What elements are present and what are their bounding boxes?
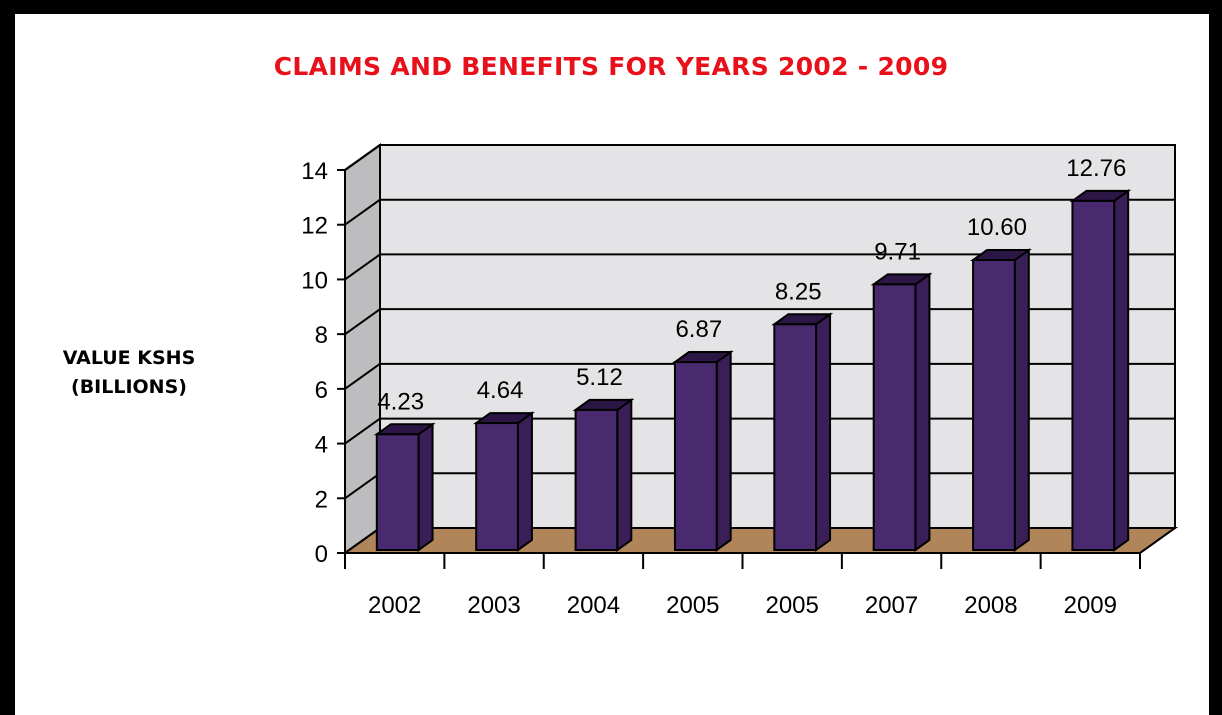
bar-side (1113, 188, 1130, 552)
axes: 0 2 4 6 8 10 12 14 (301, 158, 1141, 569)
bar (572, 397, 635, 552)
bar-side (516, 411, 533, 552)
y-axis-title-line-2: (BILLIONS) (71, 376, 187, 398)
bar-front (574, 408, 619, 551)
floor (341, 527, 1179, 554)
bar-side (616, 397, 633, 552)
bar-front (375, 433, 420, 552)
data-label: 12.76 (1066, 155, 1126, 182)
x-tick-label: 2003 (467, 592, 520, 619)
x-tick-label: 2007 (865, 592, 918, 619)
gridline-side (344, 198, 381, 226)
y-tick-label: 14 (301, 158, 328, 185)
data-label: 6.87 (675, 316, 722, 343)
y-tick-label: 12 (301, 213, 328, 240)
x-tick-label: 2002 (368, 592, 421, 619)
data-label: 4.23 (377, 388, 424, 415)
labels: 4.23 2002 4.64 2003 5.12 2004 6.87 2005 8.25 2005… (368, 155, 1126, 619)
gridline-side (344, 417, 381, 445)
bar (969, 248, 1032, 552)
bar (671, 350, 734, 552)
x-tick-label: 2004 (567, 592, 620, 619)
bar (373, 422, 436, 552)
bar-side (1013, 248, 1030, 552)
bar-side (914, 272, 931, 552)
bar-side (815, 312, 832, 552)
bar-front (673, 361, 718, 551)
data-label: 9.71 (874, 238, 921, 265)
gridline-side (344, 308, 381, 335)
data-label: 8.25 (775, 278, 822, 305)
gridline-side (344, 472, 381, 500)
bar (870, 272, 933, 552)
data-label: 5.12 (576, 364, 623, 391)
x-tick-label: 2008 (964, 592, 1017, 619)
bar-side (417, 422, 434, 552)
bar-front (1071, 199, 1116, 551)
y-tick-label: 2 (315, 486, 328, 513)
y-tick-label: 8 (315, 322, 328, 349)
data-label: 4.64 (477, 377, 524, 404)
y-axis-title: VALUE KSHS (BILLIONS) (40, 344, 218, 402)
y-axis-title-line-1: VALUE KSHS (62, 347, 196, 369)
y-tick-label: 6 (315, 377, 328, 404)
bar-front (972, 259, 1016, 551)
gridline-side (344, 363, 381, 390)
bar-front (773, 323, 818, 551)
bar (771, 312, 834, 552)
chart-walls (341, 143, 1179, 555)
chart-title: CLAIMS AND BENEFITS FOR YEARS 2002 - 200… (273, 52, 949, 81)
y-tick-label: 4 (315, 432, 328, 459)
gridline-side (344, 144, 381, 171)
y-tick-label: 10 (301, 267, 328, 294)
bar (1069, 188, 1132, 552)
side-wall (344, 143, 381, 555)
x-tick-label: 2005 (765, 592, 818, 619)
data-label: 10.60 (967, 214, 1027, 241)
bar-front (475, 422, 519, 552)
gridline-side (344, 253, 381, 281)
x-tick-label: 2005 (666, 592, 719, 619)
bar-front (872, 283, 917, 551)
bar-side (715, 350, 732, 552)
y-tick-label: 0 (315, 541, 328, 568)
x-tick-label: 2009 (1064, 592, 1117, 619)
bars (373, 188, 1132, 552)
bar (473, 411, 536, 552)
